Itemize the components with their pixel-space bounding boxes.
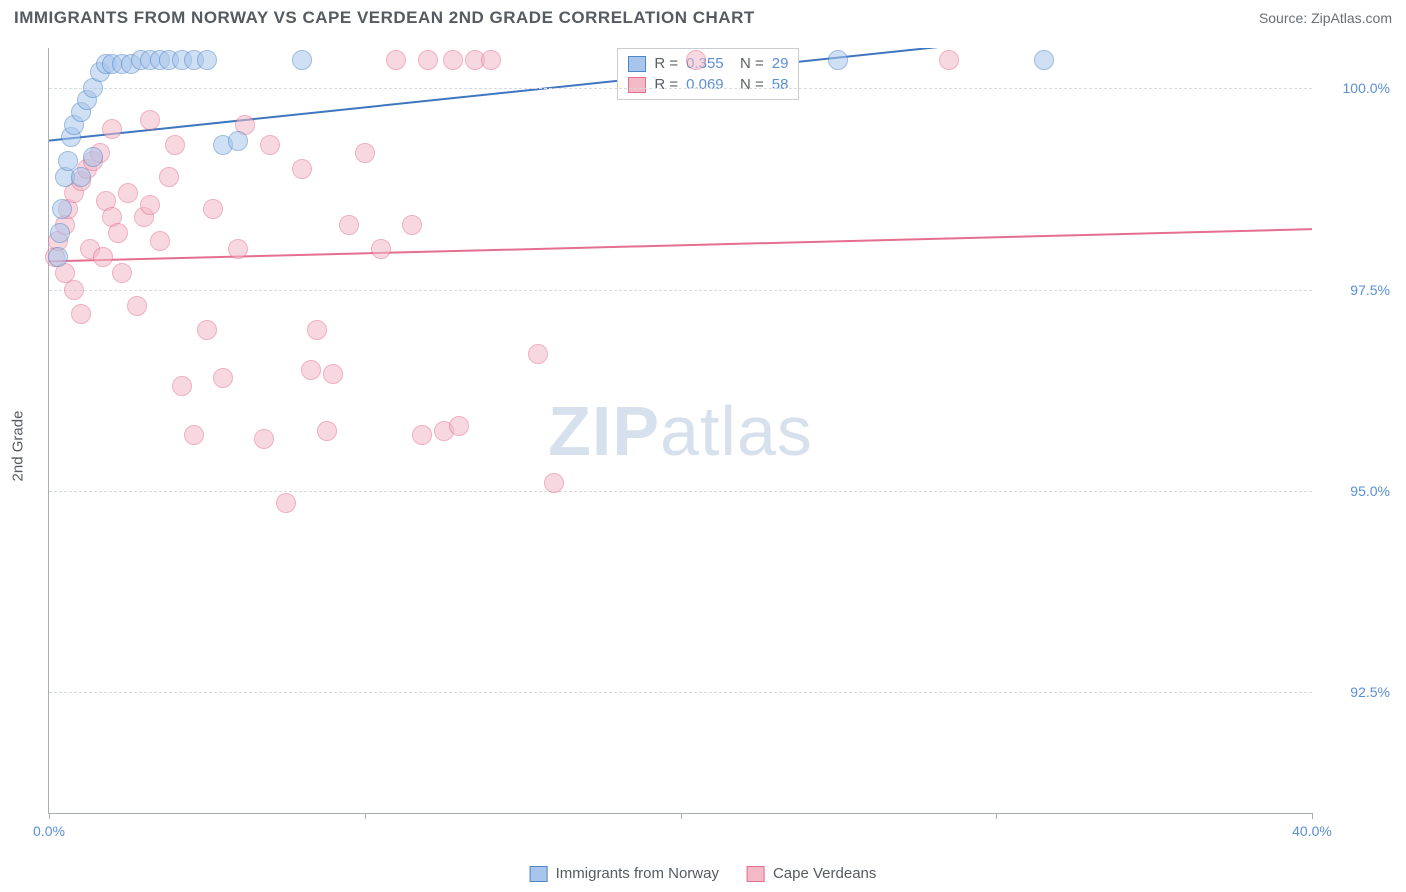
data-point <box>528 344 548 364</box>
data-point <box>197 50 217 70</box>
data-point <box>52 199 72 219</box>
trend-lines <box>49 48 1312 813</box>
data-point <box>118 183 138 203</box>
data-point <box>418 50 438 70</box>
data-point <box>481 50 501 70</box>
legend-swatch <box>628 77 646 93</box>
data-point <box>386 50 406 70</box>
data-point <box>213 368 233 388</box>
y-tick-label: 95.0% <box>1320 483 1390 499</box>
data-point <box>260 135 280 155</box>
gridline-h <box>49 692 1312 693</box>
legend-n-value: 29 <box>772 55 789 72</box>
legend-row: R = 0.069 N = 58 <box>628 74 788 95</box>
data-point <box>443 50 463 70</box>
data-point <box>48 247 68 267</box>
gridline-h <box>49 290 1312 291</box>
legend-r-value: 0.069 <box>686 76 724 93</box>
legend-r-label: R = <box>654 55 678 72</box>
x-tick <box>49 813 50 819</box>
x-tick <box>365 813 366 819</box>
data-point <box>355 143 375 163</box>
data-point <box>140 110 160 130</box>
bottom-legend-item: Cape Verdeans <box>747 865 876 882</box>
data-point <box>323 364 343 384</box>
data-point <box>412 425 432 445</box>
data-point <box>254 429 274 449</box>
x-tick-label: 0.0% <box>33 823 65 839</box>
data-point <box>112 263 132 283</box>
x-tick <box>1312 813 1313 819</box>
x-tick <box>681 813 682 819</box>
chart-area: ZIPatlas R = 0.355 N = 29R = 0.069 N = 5… <box>48 48 1392 844</box>
legend-swatch <box>530 866 548 882</box>
chart-header: IMMIGRANTS FROM NORWAY VS CAPE VERDEAN 2… <box>0 0 1406 32</box>
data-point <box>71 304 91 324</box>
data-point <box>371 239 391 259</box>
data-point <box>172 376 192 396</box>
data-point <box>228 131 248 151</box>
source-label: Source: ZipAtlas.com <box>1259 10 1392 26</box>
data-point <box>108 223 128 243</box>
chart-title: IMMIGRANTS FROM NORWAY VS CAPE VERDEAN 2… <box>14 8 755 28</box>
data-point <box>184 425 204 445</box>
data-point <box>159 167 179 187</box>
data-point <box>50 223 70 243</box>
y-tick-label: 100.0% <box>1320 80 1390 96</box>
data-point <box>449 416 469 436</box>
data-point <box>203 199 223 219</box>
data-point <box>828 50 848 70</box>
data-point <box>939 50 959 70</box>
data-point <box>307 320 327 340</box>
data-point <box>127 296 147 316</box>
data-point <box>102 119 122 139</box>
data-point <box>71 167 91 187</box>
legend-label: Immigrants from Norway <box>556 865 719 882</box>
y-tick-label: 92.5% <box>1320 684 1390 700</box>
data-point <box>292 159 312 179</box>
legend-swatch <box>747 866 765 882</box>
x-tick <box>996 813 997 819</box>
legend-r-label: R = <box>654 76 678 93</box>
y-axis-title: 2nd Grade <box>10 411 27 482</box>
gridline-h <box>49 491 1312 492</box>
legend-row: R = 0.355 N = 29 <box>628 53 788 74</box>
data-point <box>93 247 113 267</box>
data-point <box>165 135 185 155</box>
data-point <box>150 231 170 251</box>
data-point <box>317 421 337 441</box>
data-point <box>402 215 422 235</box>
data-point <box>197 320 217 340</box>
legend-n-value: 58 <box>772 76 789 93</box>
watermark: ZIPatlas <box>548 391 813 471</box>
bottom-legend-item: Immigrants from Norway <box>530 865 719 882</box>
correlation-legend: R = 0.355 N = 29R = 0.069 N = 58 <box>617 48 799 100</box>
legend-n-label: N = <box>732 76 764 93</box>
data-point <box>83 147 103 167</box>
data-point <box>1034 50 1054 70</box>
x-tick-label: 40.0% <box>1292 823 1332 839</box>
legend-label: Cape Verdeans <box>773 865 876 882</box>
series-legend: Immigrants from Norway Cape Verdeans <box>530 865 877 882</box>
legend-n-label: N = <box>732 55 764 72</box>
data-point <box>339 215 359 235</box>
data-point <box>292 50 312 70</box>
data-point <box>686 50 706 70</box>
data-point <box>301 360 321 380</box>
data-point <box>276 493 296 513</box>
data-point <box>140 195 160 215</box>
legend-swatch <box>628 56 646 72</box>
y-tick-label: 97.5% <box>1320 282 1390 298</box>
data-point <box>544 473 564 493</box>
gridline-h <box>49 88 1312 89</box>
data-point <box>228 239 248 259</box>
plot-area: ZIPatlas R = 0.355 N = 29R = 0.069 N = 5… <box>48 48 1312 814</box>
